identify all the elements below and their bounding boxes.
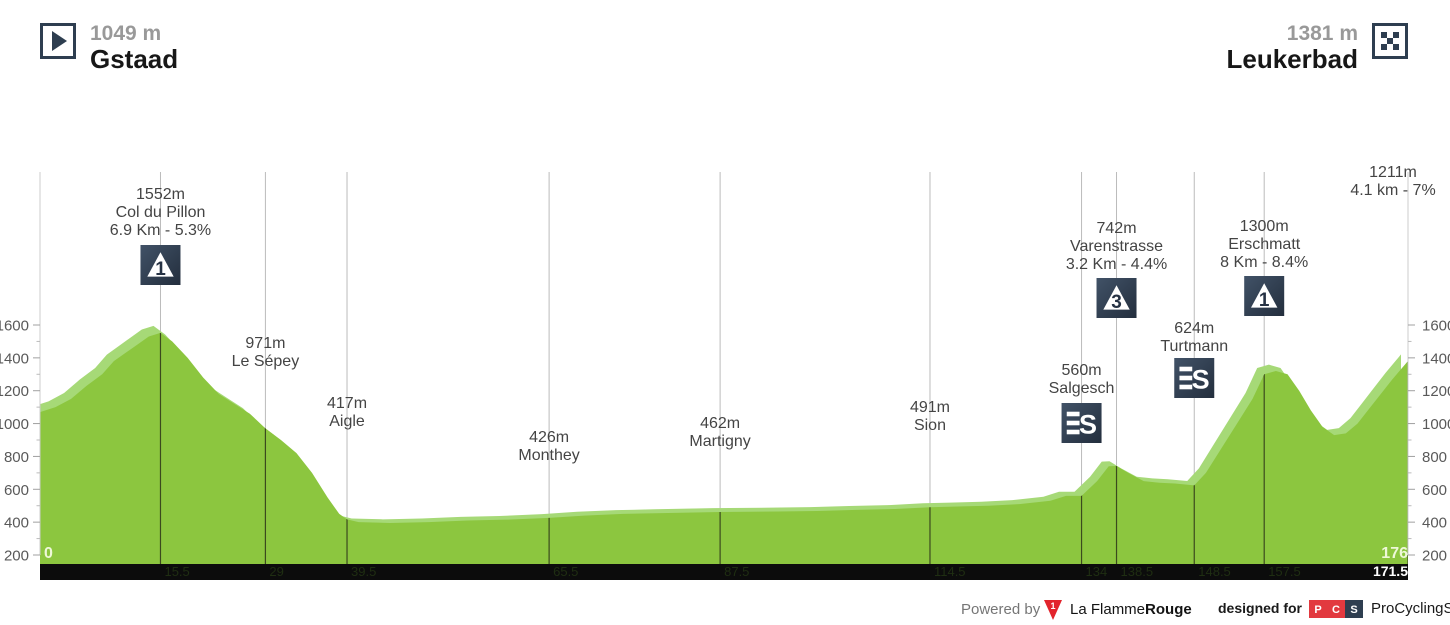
svg-text:400: 400 [1422,515,1447,532]
svg-text:1200: 1200 [1422,383,1450,400]
svg-text:176: 176 [1381,545,1408,562]
svg-text:200: 200 [4,548,29,565]
svg-text:1000: 1000 [0,416,29,433]
svg-text:600: 600 [1422,482,1447,499]
svg-text:Sion: Sion [914,417,946,434]
svg-text:1000: 1000 [1422,416,1450,433]
svg-text:742m: 742m [1097,220,1137,237]
svg-text:1: 1 [1259,290,1270,311]
svg-text:426m: 426m [529,429,569,446]
svg-text:1400: 1400 [0,350,29,367]
svg-text:3.2 Km - 4.4%: 3.2 Km - 4.4% [1066,256,1167,273]
svg-text:1400: 1400 [1422,350,1450,367]
svg-text:800: 800 [4,449,29,466]
svg-text:3: 3 [1111,292,1122,313]
svg-text:Le Sépey: Le Sépey [232,353,300,370]
svg-text:1600: 1600 [0,318,29,335]
svg-text:1: 1 [155,259,166,280]
svg-text:6.9 Km - 5.3%: 6.9 Km - 5.3% [110,222,211,239]
svg-text:171.5: 171.5 [1373,563,1408,579]
svg-text:462m: 462m [700,415,740,432]
svg-text:624m: 624m [1174,320,1214,337]
svg-text:Erschmatt: Erschmatt [1228,236,1301,253]
svg-text:Aigle: Aigle [329,413,365,430]
svg-text:Salgesch: Salgesch [1049,380,1115,397]
svg-text:417m: 417m [327,395,367,412]
svg-text:1211m: 1211m [1369,164,1417,181]
svg-text:Col du Pillon: Col du Pillon [116,204,206,221]
svg-text:8 Km - 8.4%: 8 Km - 8.4% [1220,254,1308,271]
svg-text:Martigny: Martigny [689,433,750,450]
svg-text:1300m: 1300m [1240,218,1289,235]
svg-text:Monthey: Monthey [518,447,579,464]
svg-text:87.5: 87.5 [724,564,749,579]
svg-text:1600: 1600 [1422,318,1450,335]
svg-text:491m: 491m [910,399,950,416]
svg-text:114.5: 114.5 [934,564,966,579]
svg-text:400: 400 [4,515,29,532]
svg-text:1552m: 1552m [136,186,185,203]
svg-text:200: 200 [1422,548,1447,565]
svg-text:4.1 km - 7%: 4.1 km - 7% [1350,182,1435,199]
svg-text:65.5: 65.5 [553,564,578,579]
svg-text:15.5: 15.5 [164,564,189,579]
svg-text:29: 29 [269,564,283,579]
svg-text:0: 0 [44,545,53,562]
svg-text:971m: 971m [245,335,285,352]
svg-text:1200: 1200 [0,383,29,400]
svg-text:600: 600 [4,482,29,499]
svg-text:39.5: 39.5 [351,564,376,579]
svg-text:Turtmann: Turtmann [1160,338,1228,355]
svg-text:148.5: 148.5 [1198,564,1231,579]
svg-text:S: S [1079,409,1097,439]
svg-text:560m: 560m [1062,362,1102,379]
svg-text:S: S [1192,364,1210,394]
svg-text:138.5: 138.5 [1121,564,1154,579]
svg-text:800: 800 [1422,449,1447,466]
svg-text:Varenstrasse: Varenstrasse [1070,238,1163,255]
svg-text:134: 134 [1086,564,1108,579]
svg-text:157.5: 157.5 [1268,564,1301,579]
